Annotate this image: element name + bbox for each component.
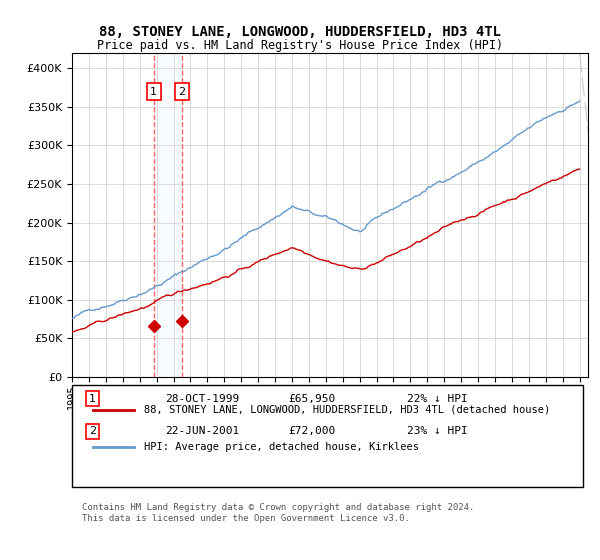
Bar (154, 53, 182, 377)
Text: 1: 1 (150, 87, 157, 97)
Text: HPI: Average price, detached house, Kirklees: HPI: Average price, detached house, Kirk… (144, 442, 419, 452)
Text: Contains HM Land Registry data © Crown copyright and database right 2024.
This d: Contains HM Land Registry data © Crown c… (82, 503, 475, 522)
Text: 1: 1 (89, 394, 96, 404)
Text: 88, STONEY LANE, LONGWOOD, HUDDERSFIELD, HD3 4TL (detached house): 88, STONEY LANE, LONGWOOD, HUDDERSFIELD,… (144, 404, 550, 414)
Text: 2: 2 (89, 426, 96, 436)
Text: 22% ↓ HPI: 22% ↓ HPI (407, 394, 468, 404)
FancyBboxPatch shape (72, 385, 583, 487)
Text: 22-JUN-2001: 22-JUN-2001 (165, 426, 239, 436)
Text: 2: 2 (178, 87, 185, 97)
Text: 88, STONEY LANE, LONGWOOD, HUDDERSFIELD, HD3 4TL: 88, STONEY LANE, LONGWOOD, HUDDERSFIELD,… (99, 25, 501, 39)
Text: Price paid vs. HM Land Registry's House Price Index (HPI): Price paid vs. HM Land Registry's House … (97, 39, 503, 52)
Text: 28-OCT-1999: 28-OCT-1999 (165, 394, 239, 404)
Text: 23% ↓ HPI: 23% ↓ HPI (407, 426, 468, 436)
Text: £65,950: £65,950 (289, 394, 336, 404)
Text: £72,000: £72,000 (289, 426, 336, 436)
